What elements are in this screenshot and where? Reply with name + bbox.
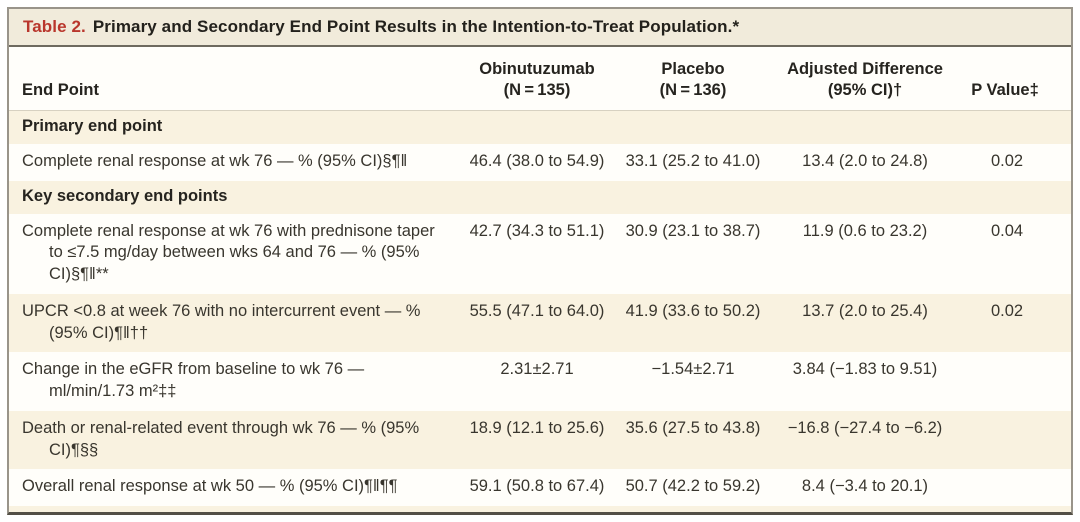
obinutuzumab-value: 55.5 (47.1 to 64.0) — [469, 301, 605, 320]
column-header-p-value: P Value‡ — [961, 47, 1071, 112]
adjusted-difference-value: 3.84 (−1.83 to 9.51) — [792, 360, 938, 379]
placebo-value: 33.1 (25.2 to 41.0) — [625, 151, 761, 170]
table-row: Change in FACIT-F score from baseline to… — [9, 506, 1071, 515]
placebo-value: 35.6 (27.5 to 43.8) — [625, 418, 761, 437]
obinutuzumab-value: 42.7 (34.3 to 51.1) — [469, 221, 605, 240]
adjusted-difference-value: 13.4 (2.0 to 24.8) — [802, 151, 928, 170]
table-row: Death or renal-related event through wk … — [9, 410, 1071, 470]
p-value — [961, 352, 1071, 411]
endpoint-label: Change in the eGFR from baseline to wk 7… — [22, 360, 365, 401]
obinutuzumab-value: 18.9 (12.1 to 25.6) — [469, 418, 605, 437]
table-row: Change in the eGFR from baseline to wk 7… — [9, 352, 1071, 411]
results-table: End Point Obinutuzumab (N = 135) Placebo… — [9, 47, 1071, 515]
adjusted-difference-value: −1.4 (−3.9 to 1.2) — [769, 506, 961, 512]
endpoint-label: Change in FACIT-F score from baseline to… — [22, 513, 447, 515]
endpoint-label: Death or renal-related event through wk … — [22, 418, 420, 459]
table-row: Complete renal response at wk 76 with pr… — [9, 213, 1071, 294]
table-card: Table 2. Primary and Secondary End Point … — [7, 7, 1073, 515]
obinutuzumab-value: 59.1 (50.8 to 67.4) — [469, 477, 605, 496]
p-value — [961, 411, 1071, 470]
endpoint-label: Complete renal response at wk 76 — % (95… — [22, 151, 408, 170]
endpoint-label: Complete renal response at wk 76 with pr… — [22, 221, 435, 284]
adjusted-difference-value: 8.4 (−3.4 to 20.1) — [801, 477, 929, 496]
table-header: End Point Obinutuzumab (N = 135) Placebo… — [9, 47, 1071, 112]
table-body: Primary end point Complete renal respons… — [9, 110, 1071, 515]
table-title: Table 2. Primary and Secondary End Point … — [9, 9, 1071, 47]
placebo-value: 30.9 (23.1 to 38.7) — [625, 221, 761, 240]
table-row: Overall renal response at wk 50 — % (95%… — [9, 469, 1071, 507]
column-header-placebo: Placebo (N = 136) — [617, 47, 769, 112]
section-row-secondary: Key secondary end points — [9, 180, 1071, 214]
adjusted-difference-value: 13.7 (2.0 to 25.4) — [802, 301, 928, 320]
endpoint-label: UPCR <0.8 at week 76 with no intercurren… — [22, 301, 421, 342]
column-header-adjusted-difference: Adjusted Difference (95% CI)† — [769, 47, 961, 112]
p-value — [961, 469, 1071, 506]
table-row: UPCR <0.8 at week 76 with no intercurren… — [9, 293, 1071, 353]
p-value: 0.02 — [990, 151, 1024, 170]
p-value: 0.04 — [990, 221, 1024, 240]
section-label: Primary end point — [22, 117, 163, 136]
placebo-value: 3.1±1.2 — [617, 506, 769, 512]
column-header-end-point: End Point — [9, 47, 457, 112]
endpoint-label: Overall renal response at wk 50 — % (95%… — [22, 477, 398, 496]
header-row: End Point Obinutuzumab (N = 135) Placebo… — [9, 47, 1071, 112]
column-header-obinutuzumab: Obinutuzumab (N = 135) — [457, 47, 617, 112]
section-label: Key secondary end points — [22, 186, 228, 205]
obinutuzumab-value: 2.31±2.71 — [500, 360, 574, 379]
obinutuzumab-value: 46.4 (38.0 to 54.9) — [469, 151, 605, 170]
adjusted-difference-value: −16.8 (−27.4 to −6.2) — [787, 418, 943, 437]
placebo-value: −1.54±2.71 — [651, 360, 735, 379]
table-number: Table 2. — [23, 17, 86, 36]
p-value — [961, 506, 1071, 512]
adjusted-difference-value: 11.9 (0.6 to 23.2) — [802, 221, 928, 240]
obinutuzumab-value: 1.8±1.2 — [457, 506, 617, 512]
placebo-value: 50.7 (42.2 to 59.2) — [625, 477, 761, 496]
table-title-text: Primary and Secondary End Point Results … — [92, 17, 740, 36]
table-row: Complete renal response at wk 76 — % (95… — [9, 143, 1071, 181]
placebo-value: 41.9 (33.6 to 50.2) — [625, 301, 761, 320]
p-value: 0.02 — [990, 301, 1024, 320]
section-row-primary: Primary end point — [9, 110, 1071, 144]
